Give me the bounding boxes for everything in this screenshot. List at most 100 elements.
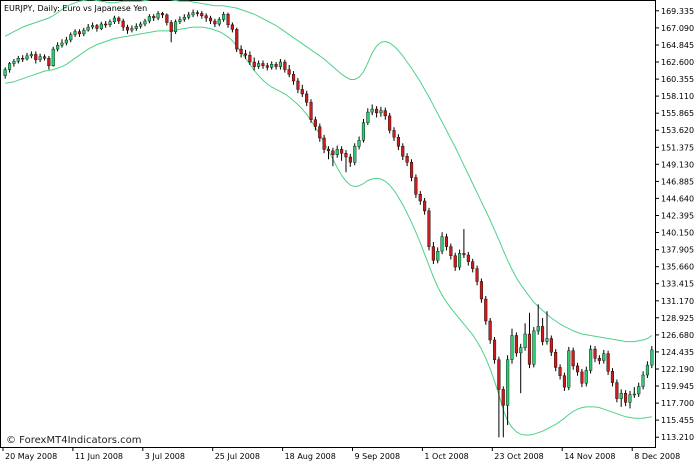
candle-body-bear <box>527 333 531 365</box>
x-tick-label: 20 May 2008 <box>5 452 57 461</box>
candle-body-bull <box>641 374 645 387</box>
candle <box>95 24 99 32</box>
candle <box>252 57 256 71</box>
candle <box>21 55 25 62</box>
candle <box>12 59 16 67</box>
candle <box>510 328 514 364</box>
candle-body-bull <box>3 69 7 76</box>
candle-body-bear <box>610 371 614 383</box>
candle <box>501 386 505 438</box>
candle <box>471 258 475 273</box>
candle-body-bear <box>427 210 431 247</box>
candle <box>475 265 479 286</box>
candle-body-bull <box>357 140 361 147</box>
candle <box>226 12 230 28</box>
x-tick-label: 23 Oct 2008 <box>494 452 543 461</box>
candle <box>56 42 60 52</box>
candle-body-bear <box>449 246 453 256</box>
candle <box>348 153 352 167</box>
candle <box>292 71 296 85</box>
candle-body-bull <box>182 17 186 20</box>
candle <box>488 318 492 344</box>
candle-body-bear <box>471 261 475 269</box>
candle <box>632 387 636 398</box>
candle-body-bear <box>375 108 379 114</box>
candle <box>597 355 601 365</box>
candle <box>104 21 108 28</box>
candle <box>584 366 588 387</box>
candle <box>431 242 435 265</box>
candle-body-bull <box>257 63 261 67</box>
candle <box>296 78 300 94</box>
candle <box>156 11 160 21</box>
candles <box>3 9 654 438</box>
watermark: © ForexMT4Indicators.com <box>6 435 142 446</box>
candle <box>3 67 7 79</box>
candle-body-bull <box>602 353 606 361</box>
upper-band-line <box>4 0 653 343</box>
candle <box>204 13 208 22</box>
candle <box>558 364 562 380</box>
candle-body-bear <box>326 149 331 152</box>
y-tick-label: 162.600 <box>661 58 694 67</box>
candle-body-bull <box>16 58 20 62</box>
candle <box>641 371 645 390</box>
x-tick-label: 9 Sep 2008 <box>355 452 401 461</box>
candle <box>117 16 121 24</box>
candle-body-bear <box>405 155 409 163</box>
candle <box>379 106 383 117</box>
candle <box>497 356 501 438</box>
candle-body-bear <box>208 17 213 22</box>
candle <box>519 343 523 394</box>
candle-body-bull <box>370 108 374 113</box>
y-tick-label: 144.640 <box>661 194 694 203</box>
candle <box>239 45 243 58</box>
y-tick-label: 169.335 <box>661 7 694 16</box>
candle <box>650 346 654 369</box>
candle <box>335 145 339 158</box>
candle <box>222 11 226 22</box>
candle <box>602 349 606 364</box>
candle-body-bear <box>479 281 484 300</box>
candle-body-bear <box>152 16 156 19</box>
candle <box>440 232 444 255</box>
candle <box>257 60 261 69</box>
candle <box>645 361 649 378</box>
plot-frame <box>0 0 656 448</box>
candle <box>322 134 326 154</box>
y-tick-label: 140.150 <box>661 229 694 238</box>
candle <box>130 25 134 33</box>
candle-body-bear <box>484 298 488 322</box>
symbol-label: EURJPY, Daily: Euro vs Japanese Yen <box>4 4 147 13</box>
candle <box>173 19 178 34</box>
candle <box>453 252 457 271</box>
candle-body-bull <box>335 149 339 155</box>
candle-body-bull <box>82 29 86 35</box>
candle-body-bull <box>222 13 226 20</box>
y-tick-label: 142.395 <box>661 212 694 221</box>
candle-body-bear <box>305 93 309 103</box>
candle <box>270 61 274 70</box>
candle-body-bull <box>130 28 134 31</box>
x-tick-label: 14 Nov 2008 <box>564 452 615 461</box>
candle <box>567 346 571 391</box>
y-tick-label: 160.355 <box>661 75 694 84</box>
candle <box>7 62 12 73</box>
candle-body-bear <box>274 64 278 67</box>
candle-body-bear <box>593 348 597 359</box>
x-tick-label: 3 Jul 2008 <box>145 452 185 461</box>
candle <box>444 233 449 251</box>
candle-body-bear <box>296 80 300 90</box>
candle <box>278 59 283 70</box>
candle <box>73 29 77 37</box>
candle-body-bear <box>597 358 601 361</box>
candle-body-bear <box>200 13 204 16</box>
candle-body-bear <box>488 320 492 341</box>
y-tick-label: 133.415 <box>661 280 694 289</box>
candle-body-bull <box>86 26 90 31</box>
candle-body-bull <box>510 335 514 360</box>
candle <box>388 112 392 134</box>
candle-body-bear <box>401 146 405 157</box>
